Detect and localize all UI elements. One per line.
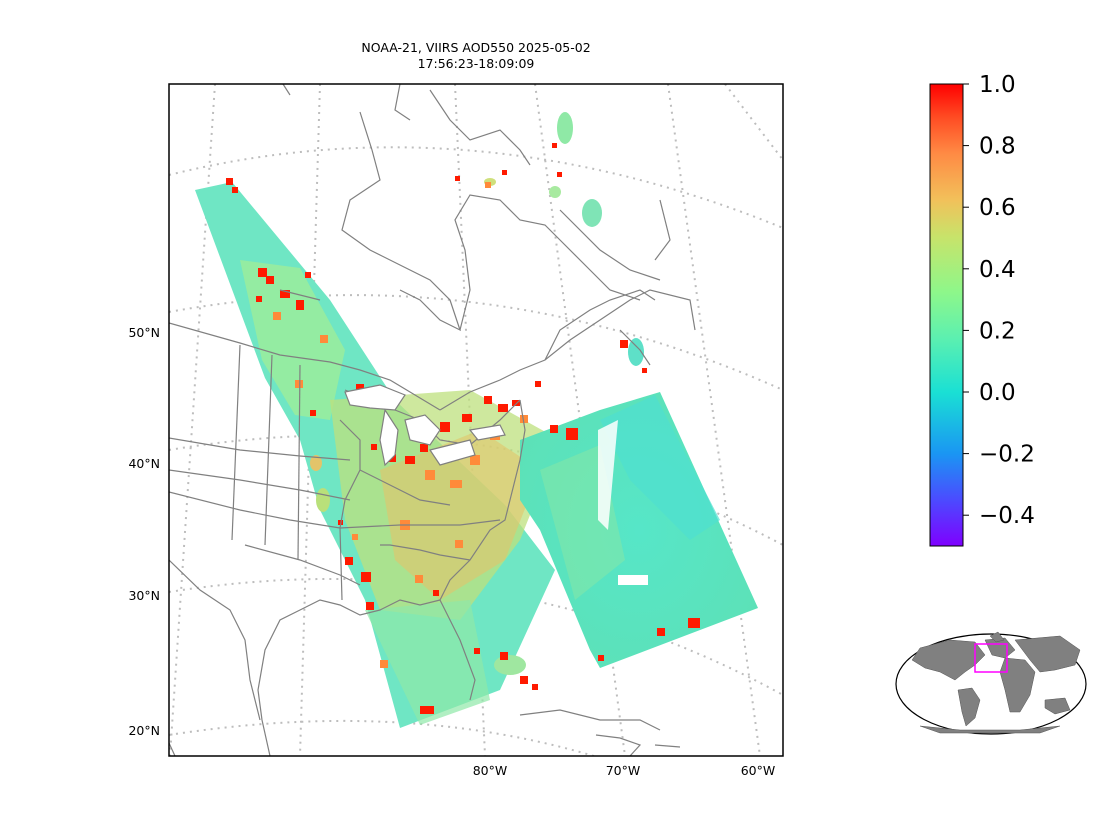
satellite-swath-east <box>520 392 758 668</box>
high-aod-hotspots <box>226 143 700 714</box>
lon-label-70w: 70°W <box>606 763 641 778</box>
colorbar-tick-label: 1.0 <box>979 72 1016 98</box>
colorbar-tick-label: −0.4 <box>979 503 1035 529</box>
lat-label-30n: 30°N <box>128 588 160 603</box>
coastlines-and-borders <box>169 84 696 756</box>
satellite-swath-west <box>195 182 560 728</box>
lat-label-40n: 40°N <box>128 456 160 471</box>
colorbar-ticks: 1.0 0.8 0.6 0.4 0.2 0.0 −0.2 −0.4 <box>963 72 1035 529</box>
colorbar-tick-label: −0.2 <box>979 442 1035 468</box>
locator-extent-box <box>974 643 1008 673</box>
map-panel <box>169 84 783 756</box>
lat-label-20n: 20°N <box>128 723 160 738</box>
colorbar-tick-label: 0.6 <box>979 195 1016 221</box>
colorbar-tick-label: 0.4 <box>979 257 1016 283</box>
colorbar-tick-label: 0.0 <box>979 380 1016 406</box>
colorbar-gradient <box>929 83 964 547</box>
colorbar-tick-label: 0.8 <box>979 134 1016 160</box>
colorbar: 1.0 0.8 0.6 0.4 0.2 0.0 −0.2 −0.4 <box>929 72 1035 547</box>
lon-label-80w: 80°W <box>473 763 508 778</box>
plot-title-line2: 17:56:23-18:09:09 <box>418 56 535 71</box>
map-frame <box>168 83 784 757</box>
lat-label-50n: 50°N <box>128 325 160 340</box>
colorbar-tick-label: 0.2 <box>979 318 1016 344</box>
lon-label-60w: 60°W <box>741 763 776 778</box>
great-lakes <box>344 384 506 467</box>
world-locator-inset <box>895 631 1087 735</box>
plot-title-line1: NOAA-21, VIIRS AOD550 2025-05-02 <box>361 40 590 55</box>
